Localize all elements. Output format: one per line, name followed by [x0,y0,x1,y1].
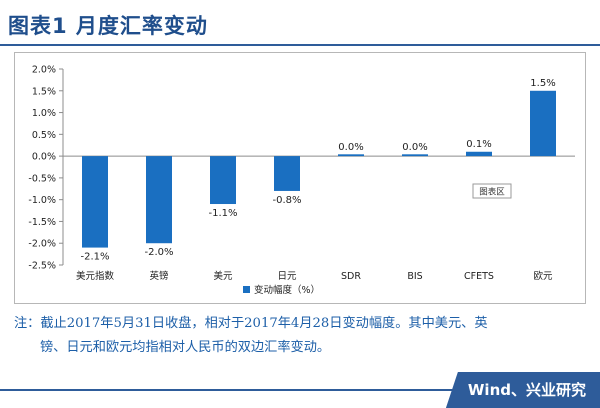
title-divider [0,44,600,46]
category-label: 日元 [277,271,297,282]
y-tick-label: 1.0% [32,108,56,119]
source-bar: Wind、兴业研究 [0,372,600,408]
data-label: -0.8% [272,195,301,206]
y-tick-label: 2.0% [32,65,56,76]
data-label: -2.1% [80,252,109,263]
bar-chart: 2.0% 1.5% 1.0% 0.5% 0.0% -0.5% -1.0% -1.5% -2.0%… [28,65,575,296]
bar-5 [402,154,428,157]
data-label: 0.0% [402,142,427,153]
y-tick-label: 0.0% [32,152,56,163]
legend-label: 变动幅度（%） [254,284,320,296]
y-tick-label: 0.5% [32,130,56,141]
category-label: 美元 [213,270,233,282]
y-tick-label: -0.5% [28,173,56,184]
data-label: 0.0% [338,142,363,153]
bar-1 [146,156,172,244]
annotation-box [472,183,512,199]
category-label: 欧元 [533,270,553,282]
category-label: 英镑 [149,270,168,282]
source-divider [0,389,600,391]
y-tick-label: -2.0% [28,239,56,250]
chart-area: 2.0% 1.5% 1.0% 0.5% 0.0% -0.5% -1.0% -1.5% -2.0%… [14,52,586,304]
chart-note: 注：截止2017年5月31日收盘，相对于2017年4月28日变动幅度。其中美元、… [14,312,592,360]
y-tick-label: -1.5% [28,217,56,228]
bar-7 [530,90,556,157]
data-label: 1.5% [530,78,555,89]
bar-3 [274,156,300,191]
category-label: BIS [407,271,422,282]
y-tick-label: -1.0% [28,195,56,206]
annotation-label: 图表区 [479,187,505,198]
note-line-1: 注：截止2017年5月31日收盘，相对于2017年4月28日变动幅度。其中美元、… [14,316,488,331]
note-line-2: 镑、日元和欧元均指相对人民币的双边汇率变动。 [40,340,331,355]
legend-swatch [243,286,250,293]
y-tick-label: -2.5% [28,261,56,272]
category-label: SDR [341,271,361,282]
category-label: 美元指数 [76,270,115,282]
bar-2 [210,156,236,205]
data-label: 0.1% [466,139,491,150]
figure-title: 图表1 月度汇率变动 [8,14,208,38]
bar-0 [82,156,108,248]
source-label: Wind、兴业研究 [445,372,600,408]
category-label: CFETS [464,271,494,282]
y-tick-label: 1.5% [32,86,56,97]
bar-6 [466,151,492,157]
bar-4 [338,154,364,157]
data-label: -2.0% [144,247,173,258]
data-label: -1.1% [208,208,237,219]
